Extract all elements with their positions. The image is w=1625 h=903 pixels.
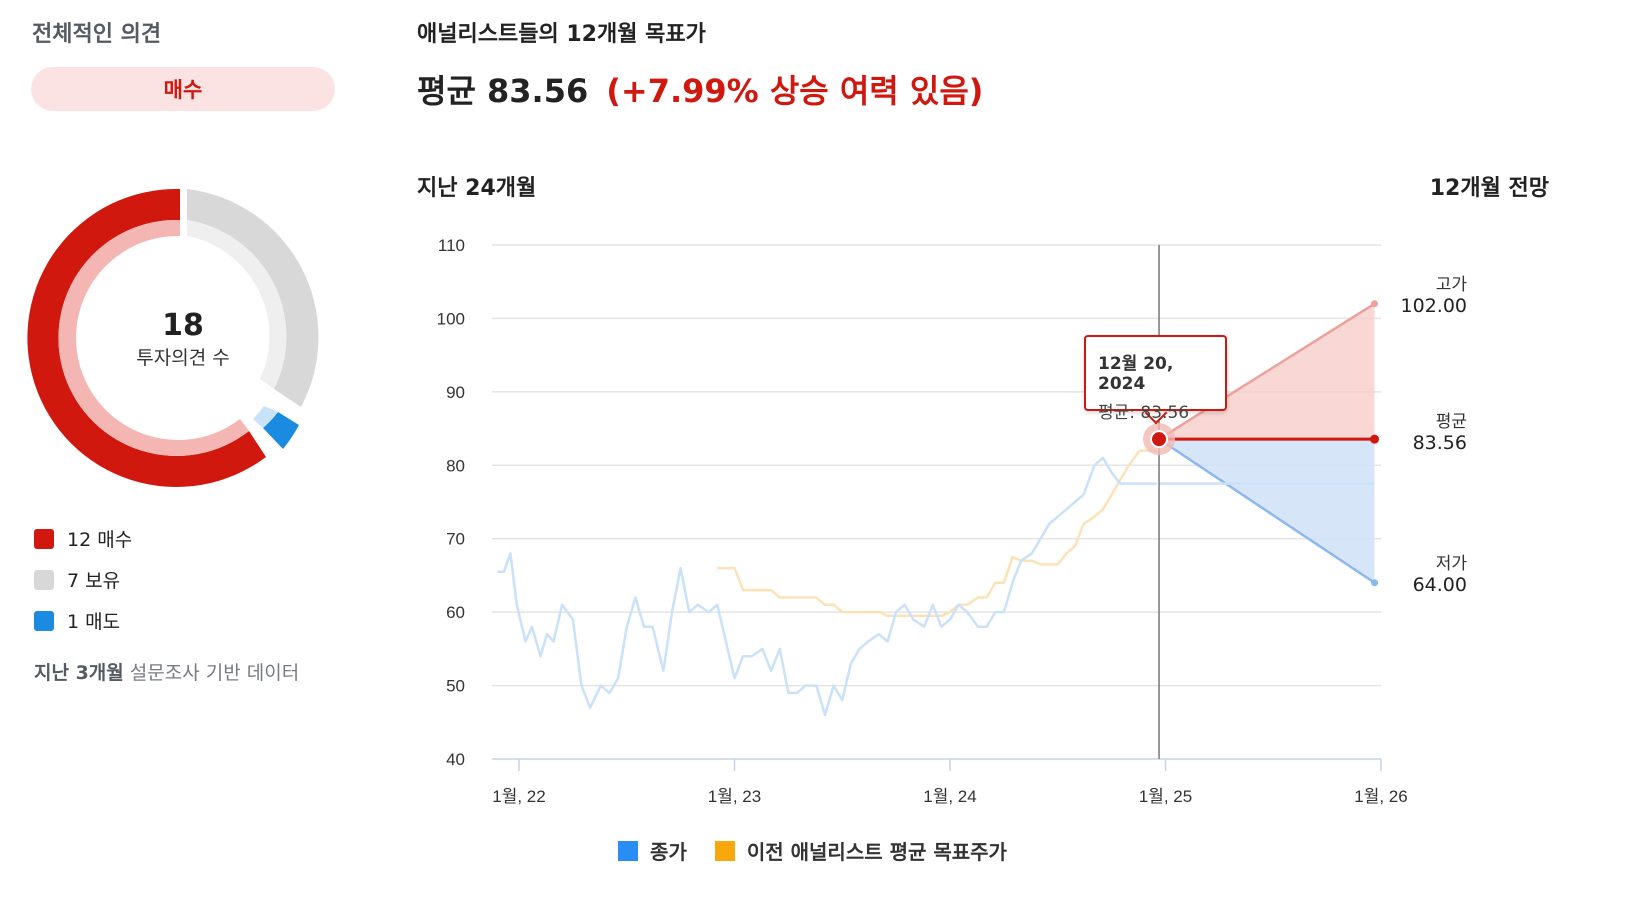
sell-swatch bbox=[34, 610, 54, 631]
legend-sell: 1 매도 bbox=[34, 607, 120, 634]
history-lines bbox=[497, 449, 1157, 717]
total-ratings-label: 투자의견 수 bbox=[136, 347, 230, 369]
analyst-rating-donut bbox=[27, 188, 319, 487]
low-key: 저가 bbox=[1435, 554, 1467, 574]
legend-buy: 12 매수 bbox=[34, 525, 132, 552]
avg-target-point bbox=[1370, 434, 1380, 444]
x-tick-label: 1월, 24 bbox=[923, 787, 976, 806]
hold-arc-inner bbox=[187, 220, 287, 389]
high-value: 102.00 bbox=[1400, 295, 1467, 317]
prev-target-swatch bbox=[714, 840, 735, 861]
hold-arc-outer bbox=[187, 189, 319, 407]
cursor-group bbox=[1143, 245, 1176, 759]
avg-value: 83.56 bbox=[1412, 432, 1467, 454]
low-target-line bbox=[1158, 438, 1376, 584]
consensus-badge: 매수 bbox=[31, 67, 335, 111]
cursor-point bbox=[1150, 430, 1169, 449]
legend-close-price[interactable]: 종가 bbox=[618, 836, 687, 865]
y-tick-label: 50 bbox=[446, 677, 465, 696]
avg-target-label: 평균 83.56 bbox=[1367, 407, 1467, 454]
price-target-title: 애널리스트들의 12개월 목표가 bbox=[417, 22, 706, 47]
footnote-text: 설문조사 기반 데이터 bbox=[123, 662, 300, 684]
y-tick-label: 70 bbox=[446, 530, 465, 549]
total-ratings-count: 18 bbox=[162, 308, 204, 343]
buy-arc-outer bbox=[27, 188, 267, 487]
buy-arc-inner bbox=[58, 219, 249, 456]
legend-hold-label: 7 보유 bbox=[67, 570, 121, 592]
data-footnote: 지난 3개월 설문조사 기반 데이터 bbox=[34, 658, 299, 685]
legend-close-label: 종가 bbox=[650, 840, 687, 864]
buy-swatch bbox=[34, 528, 54, 549]
legend-prev-target[interactable]: 이전 애널리스트 평균 목표주가 bbox=[714, 836, 1007, 865]
high-target-point bbox=[1371, 300, 1379, 308]
tooltip-value: 평균: 83.56 bbox=[1098, 403, 1190, 423]
legend-hold: 7 보유 bbox=[34, 566, 120, 593]
average-target-line: 평균 83.56 (+7.99% 상승 여력 있음) bbox=[417, 66, 983, 112]
x-tick-label: 1월, 25 bbox=[1139, 787, 1192, 806]
overall-opinion-title: 전체적인 의견 bbox=[32, 22, 162, 47]
low-value: 64.00 bbox=[1412, 574, 1467, 596]
legend-prev-target-label: 이전 애널리스트 평균 목표주가 bbox=[746, 840, 1007, 864]
low-target-label: 저가 64.00 bbox=[1367, 549, 1467, 596]
projection-group bbox=[1158, 300, 1380, 587]
y-tick-label: 110 bbox=[438, 236, 465, 255]
past-period-label: 지난 24개월 bbox=[417, 176, 537, 201]
upside-text: (+7.99% 상승 여력 있음) bbox=[606, 72, 984, 110]
x-axis-ticks: 1월, 22 1월, 23 1월, 24 1월, 25 1월, 26 bbox=[492, 759, 1408, 806]
legend-sell-label: 1 매도 bbox=[67, 611, 121, 633]
y-tick-label: 80 bbox=[446, 456, 465, 475]
chart-grid bbox=[492, 244, 1381, 760]
chart-legend: 종가 이전 애널리스트 평균 목표주가 bbox=[0, 836, 1625, 865]
chart-tooltip: 12월 20, 2024 평균: 83.56 bbox=[1084, 335, 1227, 423]
high-target-label: 고가 102.00 bbox=[1367, 270, 1467, 317]
x-tick-label: 1월, 22 bbox=[492, 787, 545, 806]
hold-swatch bbox=[34, 569, 54, 590]
sell-arc-inner bbox=[253, 406, 278, 428]
legend-buy-label: 12 매수 bbox=[67, 529, 133, 551]
close-price-series-line bbox=[497, 456, 1157, 717]
tooltip-date: 12월 20, 2024 bbox=[1098, 354, 1174, 394]
y-tick-label: 40 bbox=[446, 750, 465, 769]
high-key: 고가 bbox=[1435, 275, 1467, 295]
y-tick-label: 60 bbox=[446, 603, 465, 622]
x-tick-label: 1월, 23 bbox=[708, 787, 761, 806]
x-tick-label: 1월, 26 bbox=[1354, 787, 1407, 806]
sell-arc-outer bbox=[263, 412, 299, 449]
high-target-line bbox=[1158, 302, 1376, 441]
low-target-point bbox=[1371, 579, 1379, 587]
footnote-period: 지난 3개월 bbox=[34, 662, 124, 684]
y-tick-label: 100 bbox=[437, 309, 465, 328]
close-price-swatch bbox=[618, 840, 639, 861]
y-axis-ticks: 110 100 90 80 70 60 50 40 bbox=[437, 236, 465, 769]
avg-key: 평균 bbox=[1435, 412, 1467, 432]
forecast-period-label: 12개월 전망 bbox=[1429, 176, 1549, 201]
average-target-value: 평균 83.56 bbox=[417, 72, 589, 110]
y-tick-label: 90 bbox=[446, 383, 465, 402]
